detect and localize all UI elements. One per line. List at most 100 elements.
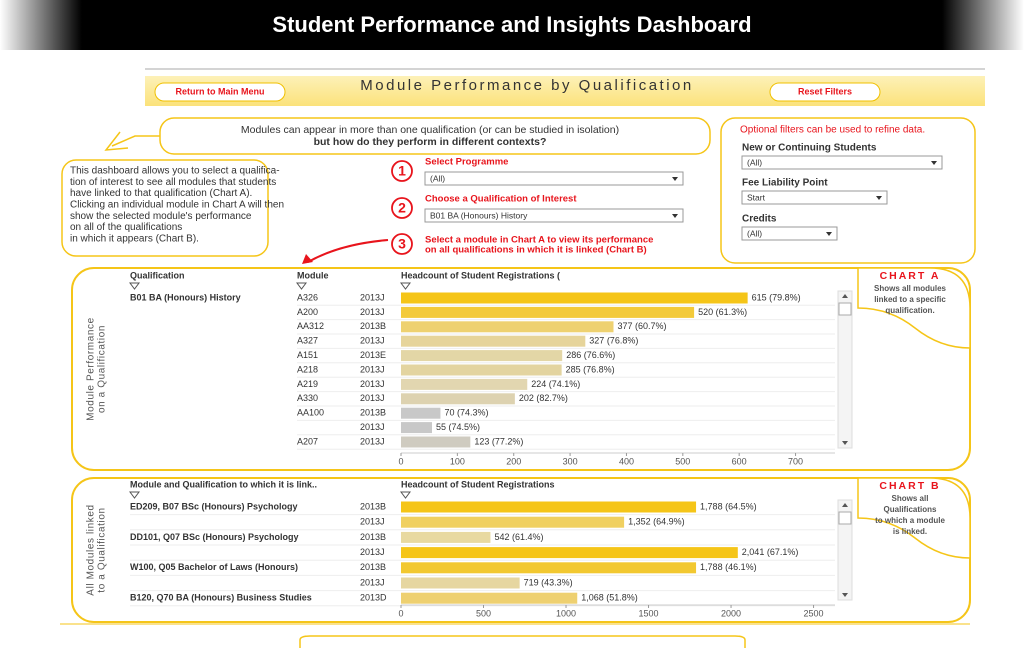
dropdown-caret [931, 161, 937, 165]
scroll-down[interactable] [842, 593, 848, 597]
badge-text: to which a module [875, 516, 945, 525]
description-box [61, 159, 269, 257]
x-tick-label: 600 [732, 456, 747, 466]
banner-title: Module Performance by Qualification [360, 77, 693, 94]
filter-dropdown[interactable] [741, 190, 888, 205]
row-label: AA312 [297, 321, 324, 331]
row-label: A218 [297, 364, 318, 374]
bar[interactable] [401, 407, 441, 419]
row-label: DD101, Q07 BSc (Honours) Psychology [130, 532, 299, 542]
bar[interactable] [401, 577, 520, 589]
bar[interactable] [401, 562, 697, 574]
bar[interactable] [401, 516, 625, 528]
badge-title: CHART B [879, 480, 940, 492]
filter-dropdown[interactable] [741, 226, 838, 241]
scroll-down[interactable] [842, 441, 848, 445]
value-label: 285 (76.8%) [566, 364, 615, 374]
presentation-label: 2013J [360, 517, 385, 527]
bar[interactable] [401, 547, 738, 559]
step-label: Select a module in Chart A to view its p… [425, 235, 653, 246]
badge-text: linked to a specific [874, 295, 946, 304]
sort-icon[interactable] [129, 491, 140, 499]
bar[interactable] [401, 436, 471, 448]
column-header: Module [297, 270, 329, 280]
badge-text: qualification. [885, 306, 934, 315]
sort-icon[interactable] [296, 282, 307, 290]
scrollbar[interactable] [837, 499, 853, 601]
value-label: 520 (61.3%) [698, 307, 747, 317]
scrollbar[interactable] [837, 290, 853, 449]
filter-value: Start [747, 192, 766, 202]
value-label: 327 (76.8%) [589, 336, 638, 346]
value-label: 377 (60.7%) [617, 321, 666, 331]
filter-dropdown[interactable] [741, 155, 943, 170]
badge-text: Shows all modules [874, 284, 947, 293]
bar[interactable] [401, 335, 586, 347]
bar[interactable] [401, 501, 697, 513]
x-tick-label: 500 [675, 456, 690, 466]
scroll-thumb[interactable] [838, 302, 852, 316]
panel-label: on a Qualification [97, 325, 108, 413]
scroll-up[interactable] [842, 294, 848, 298]
presentation-label: 2013J [360, 547, 385, 557]
presentation-label: 2013B [360, 321, 386, 331]
value-label: 224 (74.1%) [531, 379, 580, 389]
x-tick-label: 400 [619, 456, 634, 466]
main-menu-button[interactable] [154, 82, 286, 102]
bar[interactable] [401, 378, 528, 390]
value-label: 1,788 (64.5%) [700, 501, 757, 511]
bar[interactable] [401, 592, 578, 604]
step-arrowhead [302, 254, 313, 264]
presentation-label: 2013J [360, 307, 385, 317]
reset-button[interactable] [769, 82, 881, 102]
header-bar [0, 0, 1024, 50]
presentation-label: 2013J [360, 577, 385, 587]
presentation-label: 2013B [360, 532, 386, 542]
intro-text: Modules can appear in more than one qual… [241, 124, 619, 136]
presentation-label: 2013J [360, 379, 385, 389]
dropdown[interactable] [424, 171, 684, 186]
dropdown-value: (All) [430, 173, 445, 183]
reset-label: Reset Filters [798, 86, 852, 96]
row-label: A151 [297, 350, 318, 360]
value-label: 202 (82.7%) [519, 393, 568, 403]
sort-icon[interactable] [129, 282, 140, 290]
x-tick-label: 500 [476, 608, 491, 618]
dropdown[interactable] [424, 208, 684, 223]
bar[interactable] [401, 393, 515, 405]
presentation-label: 2013J [360, 422, 385, 432]
column-header: Headcount of Student Registrations [401, 479, 555, 489]
bar[interactable] [401, 531, 491, 543]
bar[interactable] [401, 321, 614, 333]
presentation-label: 2013B [360, 562, 386, 572]
x-tick-label: 300 [563, 456, 578, 466]
row-label: AA100 [297, 408, 324, 418]
bar[interactable] [401, 364, 562, 376]
value-label: 1,068 (51.8%) [581, 593, 638, 603]
bar[interactable] [401, 350, 563, 362]
filter-value: (All) [747, 228, 762, 238]
step-number: 2 [398, 200, 406, 216]
bar[interactable] [401, 422, 432, 434]
scroll-up[interactable] [842, 503, 848, 507]
badge-title: CHART A [880, 270, 941, 282]
column-header: Module and Qualification to which it is … [130, 479, 317, 489]
bar[interactable] [401, 306, 695, 318]
filter-label: Fee Liability Point [742, 178, 828, 189]
filter-label: Credits [742, 214, 777, 225]
x-tick-label: 700 [788, 456, 803, 466]
bar[interactable] [401, 292, 748, 304]
sort-icon[interactable] [400, 491, 411, 499]
dropdown-caret [672, 177, 678, 181]
presentation-label: 2013D [360, 593, 387, 603]
row-label: ED209, B07 BSc (Honours) Psychology [130, 501, 298, 511]
sort-icon[interactable] [400, 282, 411, 290]
column-header: Headcount of Student Registrations ( [401, 270, 560, 280]
presentation-label: 2013E [360, 350, 386, 360]
x-tick-label: 2500 [804, 608, 824, 618]
dropdown-caret [672, 214, 678, 218]
presentation-label: 2013J [360, 393, 385, 403]
dropdown-caret [876, 196, 882, 200]
scroll-thumb[interactable] [838, 511, 852, 525]
